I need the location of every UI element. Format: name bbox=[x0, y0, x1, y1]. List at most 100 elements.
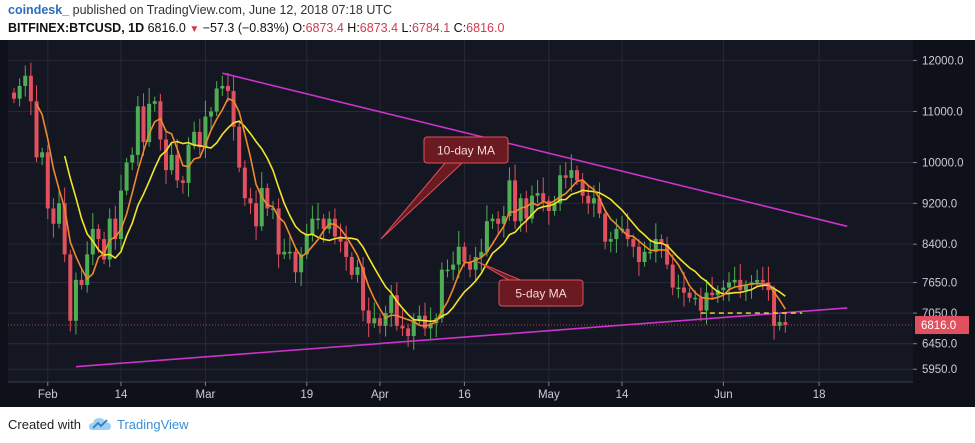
candle-body bbox=[231, 91, 236, 127]
x-tick-label: 16 bbox=[458, 389, 471, 401]
candle-body bbox=[507, 180, 512, 217]
candle-body bbox=[372, 318, 377, 324]
candle-body bbox=[265, 188, 270, 209]
candle-body bbox=[642, 251, 647, 263]
tradingview-brand-link[interactable]: TradingView bbox=[117, 417, 189, 432]
candle-body bbox=[417, 315, 422, 321]
annotation-10day-group: 10-day MA bbox=[380, 136, 509, 240]
candle-body bbox=[197, 131, 202, 148]
candle-body bbox=[242, 167, 247, 199]
x-axis-panel bbox=[0, 382, 975, 407]
candle-body bbox=[772, 290, 777, 326]
candle-body bbox=[152, 101, 157, 104]
candle-body bbox=[653, 239, 658, 252]
x-tick-label: 19 bbox=[300, 389, 313, 401]
price-tag bbox=[915, 316, 969, 335]
candle-body bbox=[496, 218, 501, 224]
candle-body bbox=[451, 264, 456, 270]
candle-body bbox=[625, 228, 630, 240]
x-tick-label: 14 bbox=[115, 389, 128, 401]
candle-body bbox=[79, 279, 84, 286]
y-axis-panel bbox=[913, 40, 975, 407]
candle-body bbox=[710, 292, 715, 296]
candle-body bbox=[484, 221, 489, 252]
candle-body bbox=[473, 256, 478, 270]
tradingview-logo-icon[interactable] bbox=[88, 415, 112, 433]
candle-body bbox=[535, 193, 540, 196]
chart-area[interactable]: 10-day MA 5-day MA 12000.0 11000.0 10000.0 92… bbox=[0, 40, 975, 407]
candle-body bbox=[614, 228, 619, 240]
y-tick-label: 12000.0 bbox=[922, 55, 964, 67]
annotation-10day-box bbox=[423, 136, 509, 164]
candle-body bbox=[659, 239, 664, 245]
candle-body bbox=[304, 233, 309, 255]
trend-line bbox=[75, 307, 848, 368]
chart-header: coindesk_ published on TradingView.com, … bbox=[0, 0, 975, 40]
candle-body bbox=[422, 315, 427, 329]
high-value: 6873.4 bbox=[359, 21, 399, 35]
candle-body bbox=[439, 269, 444, 319]
candle-body bbox=[96, 228, 101, 240]
ma5-line bbox=[35, 97, 786, 327]
x-tick-label: May bbox=[538, 389, 560, 401]
candle-body bbox=[738, 279, 743, 291]
candle-body bbox=[130, 154, 135, 163]
chart-footer: Created with TradingView bbox=[0, 407, 975, 443]
y-tick-label: 5950.0 bbox=[922, 364, 957, 376]
annotation-5day-label: 5-day MA bbox=[515, 287, 566, 301]
candle-body bbox=[28, 75, 33, 102]
candle-body bbox=[636, 246, 641, 263]
candlestick-chart[interactable]: 10-day MA 5-day MA 12000.0 11000.0 10000.0 92… bbox=[0, 40, 975, 407]
candle-body bbox=[529, 195, 534, 219]
candle-body bbox=[569, 170, 574, 178]
candle-body bbox=[383, 313, 388, 326]
candle-body bbox=[214, 88, 219, 112]
candle-body bbox=[135, 106, 140, 155]
x-tick-label: 14 bbox=[616, 389, 629, 401]
candle-body bbox=[721, 287, 726, 291]
candle-body bbox=[580, 180, 585, 196]
candle-body bbox=[344, 241, 349, 257]
candle-body bbox=[670, 264, 675, 288]
candle-body bbox=[113, 218, 118, 240]
candle-body bbox=[361, 267, 366, 311]
x-tick-label: Apr bbox=[371, 389, 389, 401]
candle-body bbox=[490, 218, 495, 222]
candle-body bbox=[12, 92, 16, 99]
candle-body bbox=[124, 162, 129, 191]
open-label: O: bbox=[292, 21, 306, 35]
author-link[interactable]: coindesk_ bbox=[8, 3, 70, 17]
candle-body bbox=[349, 256, 354, 275]
candle-body bbox=[310, 218, 315, 234]
candle-body bbox=[175, 154, 180, 181]
candle-body bbox=[732, 279, 737, 283]
candle-body bbox=[777, 322, 782, 326]
candle-body bbox=[766, 282, 771, 291]
candle-body bbox=[563, 175, 568, 178]
last-price: 6816.0 bbox=[147, 21, 186, 35]
candle-body bbox=[62, 203, 67, 255]
candle-body bbox=[332, 218, 337, 237]
candle-body bbox=[107, 218, 112, 260]
candle-body bbox=[631, 239, 636, 247]
candle-body bbox=[299, 254, 304, 273]
candle-body bbox=[586, 195, 591, 204]
symbol-label: BITFINEX:BTCUSD, 1D bbox=[8, 21, 145, 35]
candle-body bbox=[321, 218, 326, 229]
price-tag-label: 6816.0 bbox=[921, 320, 956, 332]
candle-body bbox=[698, 297, 703, 311]
candle-body bbox=[743, 285, 748, 291]
candle-body bbox=[57, 203, 62, 224]
candle-body bbox=[45, 152, 50, 209]
candle-body bbox=[558, 175, 563, 204]
candle-body bbox=[462, 246, 467, 263]
candle-body bbox=[665, 244, 670, 265]
x-tick-label: Feb bbox=[38, 389, 58, 401]
candle-body bbox=[180, 180, 185, 183]
publish-line: coindesk_ published on TradingView.com, … bbox=[8, 3, 392, 17]
candle-body bbox=[377, 318, 382, 326]
candle-body bbox=[715, 290, 720, 296]
candle-body bbox=[147, 103, 152, 143]
candle-body bbox=[524, 198, 529, 219]
candle-body bbox=[366, 310, 371, 324]
